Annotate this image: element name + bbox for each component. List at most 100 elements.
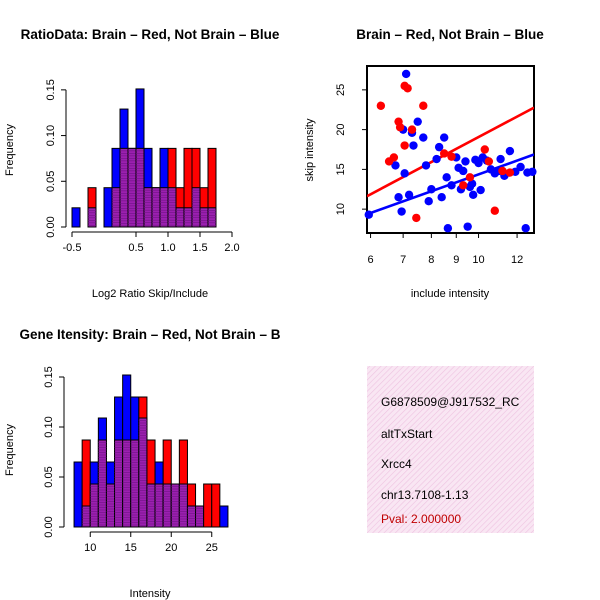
h1-bar-overlap — [119, 147, 129, 228]
h2-bar-overlap — [178, 483, 188, 528]
ratio-histogram-ylabel: Frequency — [4, 124, 16, 176]
scatter-point-not-brain — [409, 141, 418, 150]
h1-bar-overlap — [175, 207, 185, 228]
h2-bar-overlap — [89, 483, 99, 528]
h1-bar-overlap — [111, 187, 121, 228]
h1-bar-overlap — [183, 207, 193, 228]
scatter-x-tick-label: 10 — [472, 254, 484, 266]
h2-y-tick-label: 0.00 — [43, 516, 55, 537]
scatter-point-not-brain — [394, 193, 403, 202]
scatter-point-not-brain — [467, 179, 477, 188]
h2-bar-not-brain — [73, 461, 83, 528]
scatter-point-brain — [498, 166, 507, 176]
h1-bar-not-brain — [71, 207, 81, 228]
h2-bar-brain — [211, 483, 221, 528]
scatter-point-brain — [403, 84, 412, 93]
h2-bar-overlap — [146, 483, 156, 528]
ratio-histogram-xlabel: Log2 Ratio Skip/Include — [92, 288, 208, 300]
h1-x-tick-label: 1.5 — [192, 242, 207, 254]
scatter-point-brain — [419, 101, 428, 110]
scatter-points — [364, 69, 537, 233]
scatter-y-tick-label: 25 — [335, 84, 347, 96]
scatter-point-not-brain — [397, 207, 406, 216]
h1-y-tick-label: 0.15 — [45, 79, 57, 100]
intensity-histogram-ylabel: Frequency — [4, 424, 16, 476]
scatter-point-brain — [490, 206, 500, 215]
scatter-y-tick-label: 10 — [335, 203, 347, 215]
h2-bar-overlap — [114, 439, 124, 528]
scatter-point-brain — [480, 145, 489, 154]
h1-bar-overlap — [151, 187, 161, 228]
scatter-point-not-brain — [528, 167, 537, 176]
scatter-point-not-brain — [401, 69, 411, 79]
h1-bar-overlap — [167, 187, 177, 228]
scatter-x-tick-label: 6 — [367, 254, 373, 266]
scatter-x-tick-label: 9 — [453, 254, 459, 266]
scatter-x-axis: 6 7 8 9 10 12 — [367, 233, 523, 266]
h1-x-tick-label: 1.0 — [160, 242, 175, 254]
h1-bar-overlap — [143, 187, 153, 228]
scatter-point-brain — [505, 168, 515, 177]
scatter-point-brain — [447, 152, 456, 161]
scatter-point-brain — [389, 153, 399, 162]
h2-y-tick-label: 0.15 — [43, 366, 55, 387]
probe-id: G6878509@J917532_RC — [381, 395, 520, 409]
h1-x-tick-label: 0.5 — [128, 242, 143, 254]
scatter-point-brain — [407, 125, 417, 134]
genomic-location: chr13.7108-1.13 — [381, 488, 469, 502]
scatter-point-not-brain — [364, 210, 373, 219]
scatter-point-not-brain — [432, 154, 441, 164]
h1-bar-overlap — [135, 147, 145, 228]
scatter-point-not-brain — [521, 224, 530, 233]
intensity-histogram-y-axis: 0.00 0.05 0.10 0.15 — [43, 366, 65, 538]
scatter-point-not-brain — [413, 117, 422, 126]
scatter-point-brain — [376, 101, 386, 110]
scatter-point-not-brain — [476, 185, 485, 195]
gene-name: Xrcc4 — [381, 457, 412, 471]
scatter-point-brain — [484, 157, 494, 166]
h2-bar-overlap — [154, 483, 164, 528]
scatter-point-not-brain — [434, 142, 444, 152]
h2-bar-not-brain — [219, 505, 229, 528]
h2-bar-brain — [203, 483, 213, 528]
intensity-histogram-bars — [73, 374, 229, 528]
h1-bar-not-brain — [103, 187, 113, 228]
scatter-point-not-brain — [424, 196, 433, 206]
h2-bar-overlap — [162, 483, 172, 528]
h2-bar-overlap — [105, 483, 116, 528]
scatter-x-tick-label: 12 — [511, 254, 523, 266]
ratio-histogram-x-axis: -0.5 0.5 1.0 1.5 2.0 — [63, 231, 240, 254]
h2-x-tick-label: 15 — [125, 542, 137, 554]
h1-y-tick-label: 0.10 — [45, 125, 57, 146]
h2-x-tick-label: 10 — [84, 542, 96, 554]
h1-y-tick-label: 0.00 — [45, 216, 57, 237]
h1-y-tick-label: 0.05 — [45, 171, 57, 192]
h1-bar-overlap — [191, 187, 201, 228]
intensity-scatter-panel: Brain – Red, Not Brain – Blue 6 7 8 9 10 12 1… — [304, 27, 544, 300]
h1-bar-overlap — [159, 187, 169, 228]
ratio-histogram-panel: RatioData: Brain – Red, Not Brain – Blue… — [4, 27, 280, 300]
scatter-point-brain — [400, 141, 409, 150]
scatter-point-not-brain — [391, 161, 400, 170]
ratio-histogram-bars — [71, 88, 217, 228]
scatter-x-tick-label: 8 — [428, 254, 434, 266]
scatter-point-brain — [439, 149, 449, 158]
h2-bar-overlap — [130, 439, 140, 528]
scatter-point-not-brain — [421, 161, 431, 170]
h2-bar-overlap — [81, 505, 91, 528]
scatter-x-tick-label: 7 — [400, 254, 406, 266]
h2-x-tick-label: 25 — [206, 542, 218, 554]
scatter-point-not-brain — [419, 133, 428, 142]
scatter-point-not-brain — [468, 190, 478, 200]
intensity-histogram-xlabel: Intensity — [130, 588, 171, 600]
scatter-point-not-brain — [437, 193, 446, 202]
scatter-point-not-brain — [458, 166, 468, 176]
scatter-point-not-brain — [400, 169, 409, 178]
h1-bar-overlap — [199, 207, 209, 228]
h1-bar-overlap — [87, 207, 97, 228]
scatter-title: Brain – Red, Not Brain – Blue — [356, 27, 544, 42]
p-value: Pval: 2.000000 — [381, 512, 461, 526]
scatter-point-not-brain — [516, 162, 525, 172]
scatter-point-not-brain — [463, 222, 472, 231]
scatter-plot-box — [366, 65, 535, 234]
